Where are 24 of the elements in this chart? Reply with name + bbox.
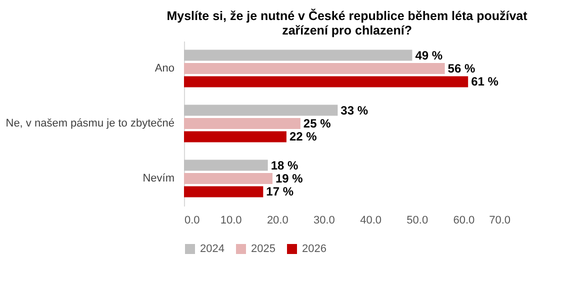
data-label: 56 % [448, 62, 476, 76]
x-tick-label: 70.0 [489, 214, 510, 226]
y-tick-label: Ano [154, 62, 174, 74]
data-label: 17 % [266, 184, 294, 199]
legend-label: 2025 [251, 243, 276, 255]
y-tick-label: Nevím [142, 172, 174, 184]
legend-label: 2024 [200, 243, 224, 255]
data-label: 61 % [471, 74, 499, 89]
data-label: 49 % [415, 48, 443, 62]
x-tick-label: 10.0 [220, 214, 242, 226]
y-tick-label: Ne, v našem pásmu je to zbytečné [6, 118, 174, 130]
x-tick-label: 50.0 [406, 214, 428, 226]
x-tick-label: 0.0 [184, 214, 200, 226]
data-label: 22 % [289, 130, 318, 144]
data-label: 18 % [270, 158, 299, 172]
data-label: 25 % [303, 116, 332, 130]
x-tick-label: 30.0 [314, 214, 335, 226]
x-tick-label: 20.0 [266, 214, 288, 226]
x-tick-label: 60.0 [453, 214, 475, 226]
x-tick-label: 40.0 [360, 214, 382, 226]
data-label: 33 % [340, 103, 368, 118]
chart-title: Myslíte si, že je nutné v České republice během léta používat zařízení pro chlazení? [166, 8, 528, 38]
data-label: 19 % [275, 172, 304, 186]
legend-label: 2026 [302, 243, 326, 255]
